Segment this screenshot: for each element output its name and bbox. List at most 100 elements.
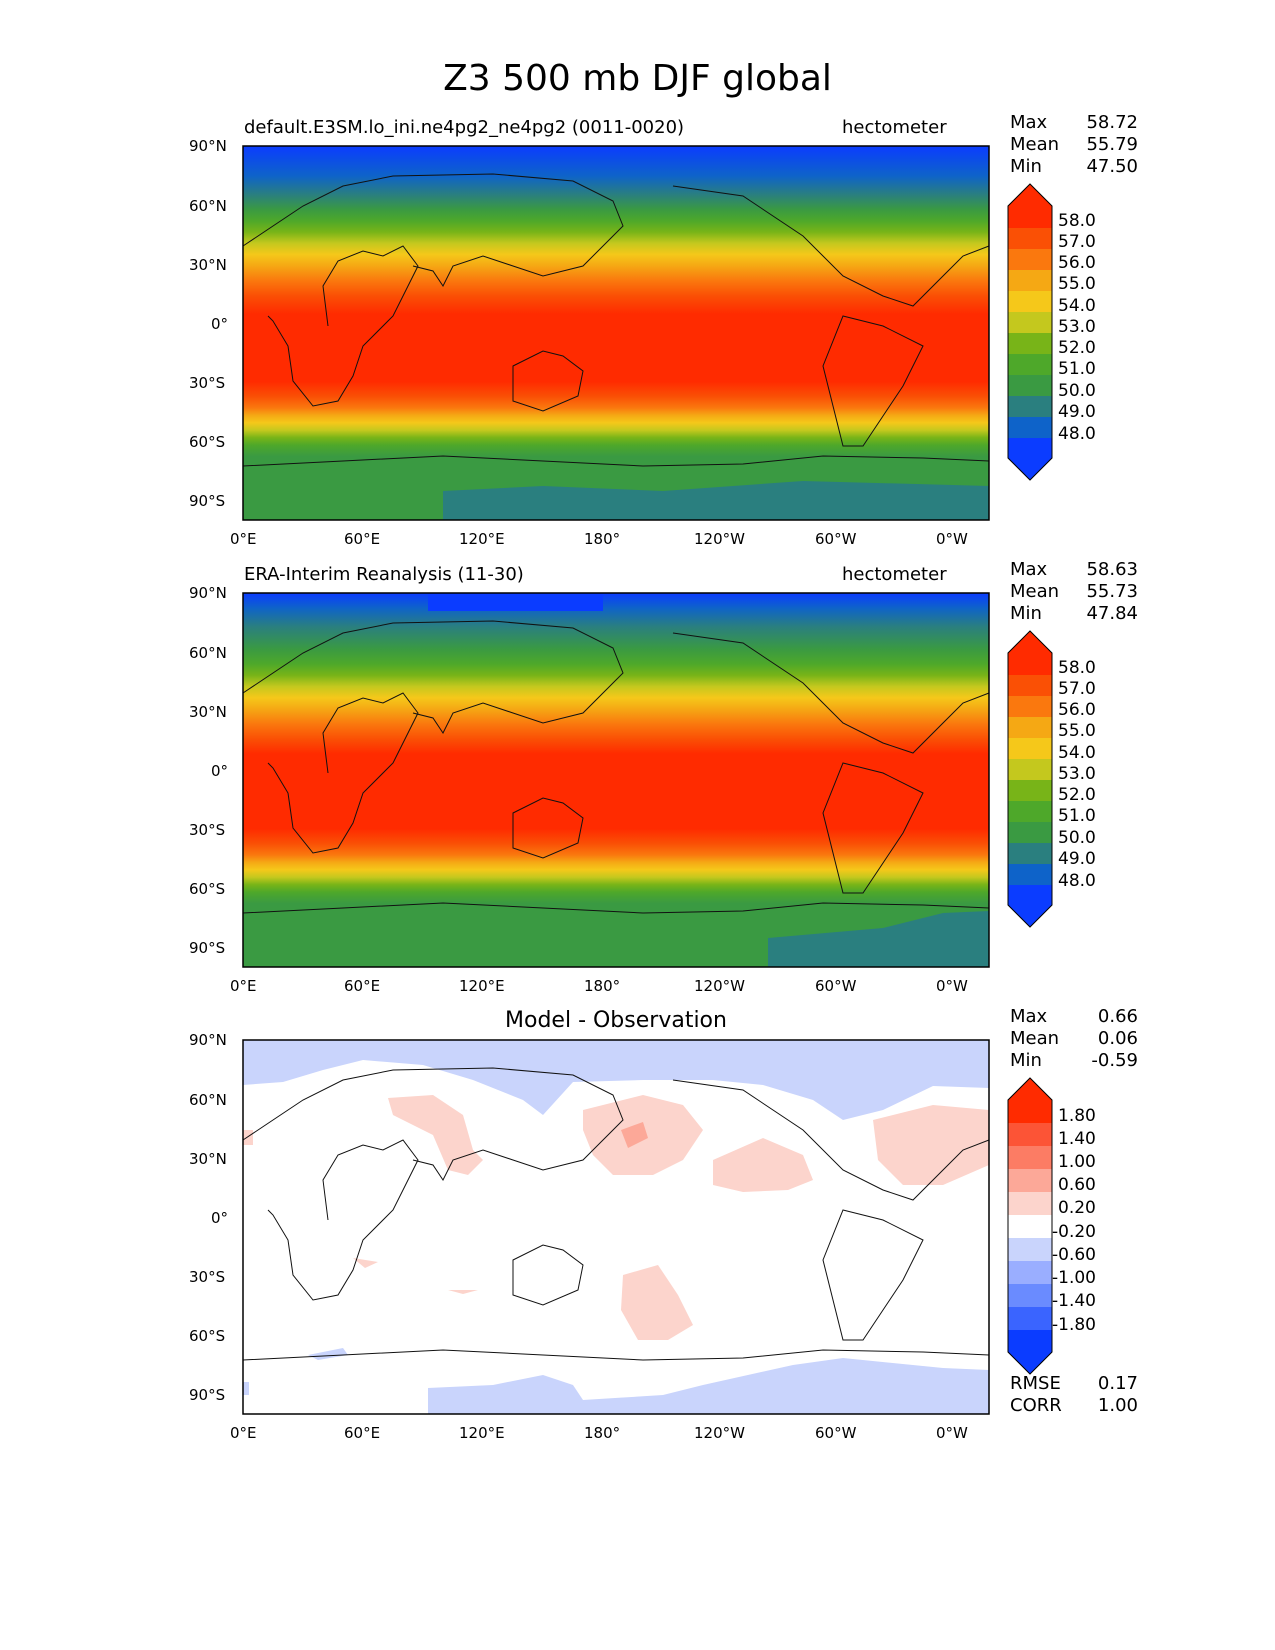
panel1-cbar-label: 52.0 (1058, 338, 1096, 358)
panel1-cbar-label: 49.0 (1058, 402, 1096, 422)
stat-label: Mean (1010, 1028, 1060, 1049)
stat-value: 1.00 (1097, 1395, 1138, 1416)
cbar-seg (1008, 333, 1052, 354)
cbar-seg (1008, 1330, 1052, 1352)
stat-label: Min (1010, 603, 1042, 624)
panel3-cbar-label: 0.60 (1058, 1175, 1096, 1195)
panel1-lat-tick: 90°S (189, 492, 226, 510)
panel2-lat-tick: 30°N (189, 703, 227, 721)
panel3-cbar-label: 1.40 (1058, 1129, 1096, 1149)
stat-value: 58.72 (1086, 112, 1138, 133)
panel3-lat-tick: 90°N (189, 1031, 227, 1049)
stat-value: 58.63 (1086, 559, 1138, 580)
cbar-seg (1008, 312, 1052, 333)
cbar-seg (1008, 291, 1052, 312)
anomaly-positive (621, 1265, 693, 1340)
stat-label: Max (1010, 559, 1048, 580)
panel2-lon-tick: 60°W (815, 977, 857, 995)
cbar-seg (1008, 759, 1052, 780)
anomaly-positive (713, 1138, 813, 1192)
cbar-top-extend (1008, 184, 1052, 206)
cbar-seg (1008, 780, 1052, 801)
panel1-cbar-label: 51.0 (1058, 359, 1096, 379)
cbar-seg (1008, 417, 1052, 438)
panel2-cbar-label: 49.0 (1058, 849, 1096, 869)
panel2-coastlines (242, 620, 990, 914)
panel3-lon-tick: 120°W (694, 1424, 745, 1442)
panel3-lon-tick: 0°E (230, 1424, 257, 1442)
cbar-seg (1008, 675, 1052, 696)
stat-value: 47.84 (1086, 603, 1138, 624)
stat-value: -0.59 (1091, 1050, 1138, 1071)
panel2-lat-tick: 60°S (189, 880, 226, 898)
panel3-cbar-label: -1.80 (1052, 1315, 1096, 1335)
panel2-polar-teal (768, 911, 989, 967)
panel1-lon-tick: 180° (584, 530, 621, 548)
cbar-seg (1008, 354, 1052, 375)
panel2-cbar-label: 57.0 (1058, 679, 1096, 699)
panel3-cbar-label: -0.60 (1052, 1245, 1096, 1265)
panel2-stats: Max 58.63 Mean 55.73 Min 47.84 (1010, 559, 1138, 625)
cbar-seg (1008, 396, 1052, 417)
cbar-bottom-extend (1008, 905, 1052, 927)
anomaly-negative (308, 1348, 348, 1360)
stat-value: 55.73 (1086, 581, 1138, 602)
cbar-seg (1008, 1215, 1052, 1238)
panel1-lat-tick: 30°N (189, 256, 227, 274)
panel1-lon-tick: 120°E (459, 530, 505, 548)
panel1-polar-teal (443, 481, 989, 520)
stat-value: 0.66 (1097, 1006, 1138, 1027)
cbar-seg (1008, 1261, 1052, 1284)
cbar-top-extend (1008, 631, 1052, 653)
panel1-coastlines (242, 173, 990, 467)
panel3-lon-tick: 0°W (936, 1424, 968, 1442)
panel3-cbar-label: 0.20 (1058, 1198, 1096, 1218)
panel2-cbar-label: 51.0 (1058, 806, 1096, 826)
cbar-seg (1008, 696, 1052, 717)
cbar-seg (1008, 1123, 1052, 1146)
panel3-lat-tick: 0° (211, 1209, 229, 1227)
panel2-cbar-label: 48.0 (1058, 871, 1096, 891)
cbar-seg (1008, 1284, 1052, 1307)
panel2-frame (242, 592, 990, 968)
panel1-lat-tick: 90°N (189, 137, 227, 155)
panel3-stats: Max 0.66 Mean 0.06 Min -0.59 (1010, 1006, 1138, 1072)
cbar-seg (1008, 1307, 1052, 1330)
panel3-lon-tick: 60°W (815, 1424, 857, 1442)
panel3-lon-tick: 180° (584, 1424, 621, 1442)
panel3-frame (242, 1039, 990, 1415)
panel2-subtitle-left: ERA-Interim Reanalysis (11-30) (244, 564, 524, 585)
cbar-seg (1008, 1146, 1052, 1169)
panel2-lon-tick: 0°W (936, 977, 968, 995)
cbar-seg (1008, 375, 1052, 396)
cbar-seg (1008, 270, 1052, 291)
panel1-stats: Max 58.72 Mean 55.79 Min 47.50 (1010, 112, 1138, 178)
cbar-seg (1008, 438, 1052, 458)
cbar-seg (1008, 249, 1052, 270)
panel2-cbar-label: 54.0 (1058, 743, 1096, 763)
panel3-cbar-label: 1.00 (1058, 1152, 1096, 1172)
cbar-seg (1008, 885, 1052, 905)
panel1-lon-tick: 0°E (230, 530, 257, 548)
panel1-cbar-label: 54.0 (1058, 296, 1096, 316)
panel3-lon-tick: 60°E (344, 1424, 381, 1442)
stat-label: CORR (1010, 1395, 1062, 1416)
stat-label: Mean (1010, 581, 1060, 602)
panel1-lon-tick: 120°W (694, 530, 745, 548)
panel2-cbar-label: 55.0 (1058, 721, 1096, 741)
cbar-outline (1007, 1077, 1053, 1375)
panel1-frame (242, 145, 990, 521)
panel3-lat-tick: 30°N (189, 1150, 227, 1168)
panel2-lat-tick: 30°S (189, 821, 226, 839)
panel1-cbar-label: 55.0 (1058, 274, 1096, 294)
panel2-lon-tick: 120°E (459, 977, 505, 995)
stat-label: Max (1010, 112, 1048, 133)
panel1-cbar-label: 53.0 (1058, 317, 1096, 337)
anomaly-positive (873, 1105, 989, 1185)
panel2-colorbar (1007, 630, 1053, 928)
panel2-cbar-label: 50.0 (1058, 828, 1096, 848)
panel3-map (242, 1039, 990, 1415)
stat-value: 0.06 (1097, 1028, 1138, 1049)
stat-value: 55.79 (1086, 134, 1138, 155)
cbar-seg (1008, 738, 1052, 759)
